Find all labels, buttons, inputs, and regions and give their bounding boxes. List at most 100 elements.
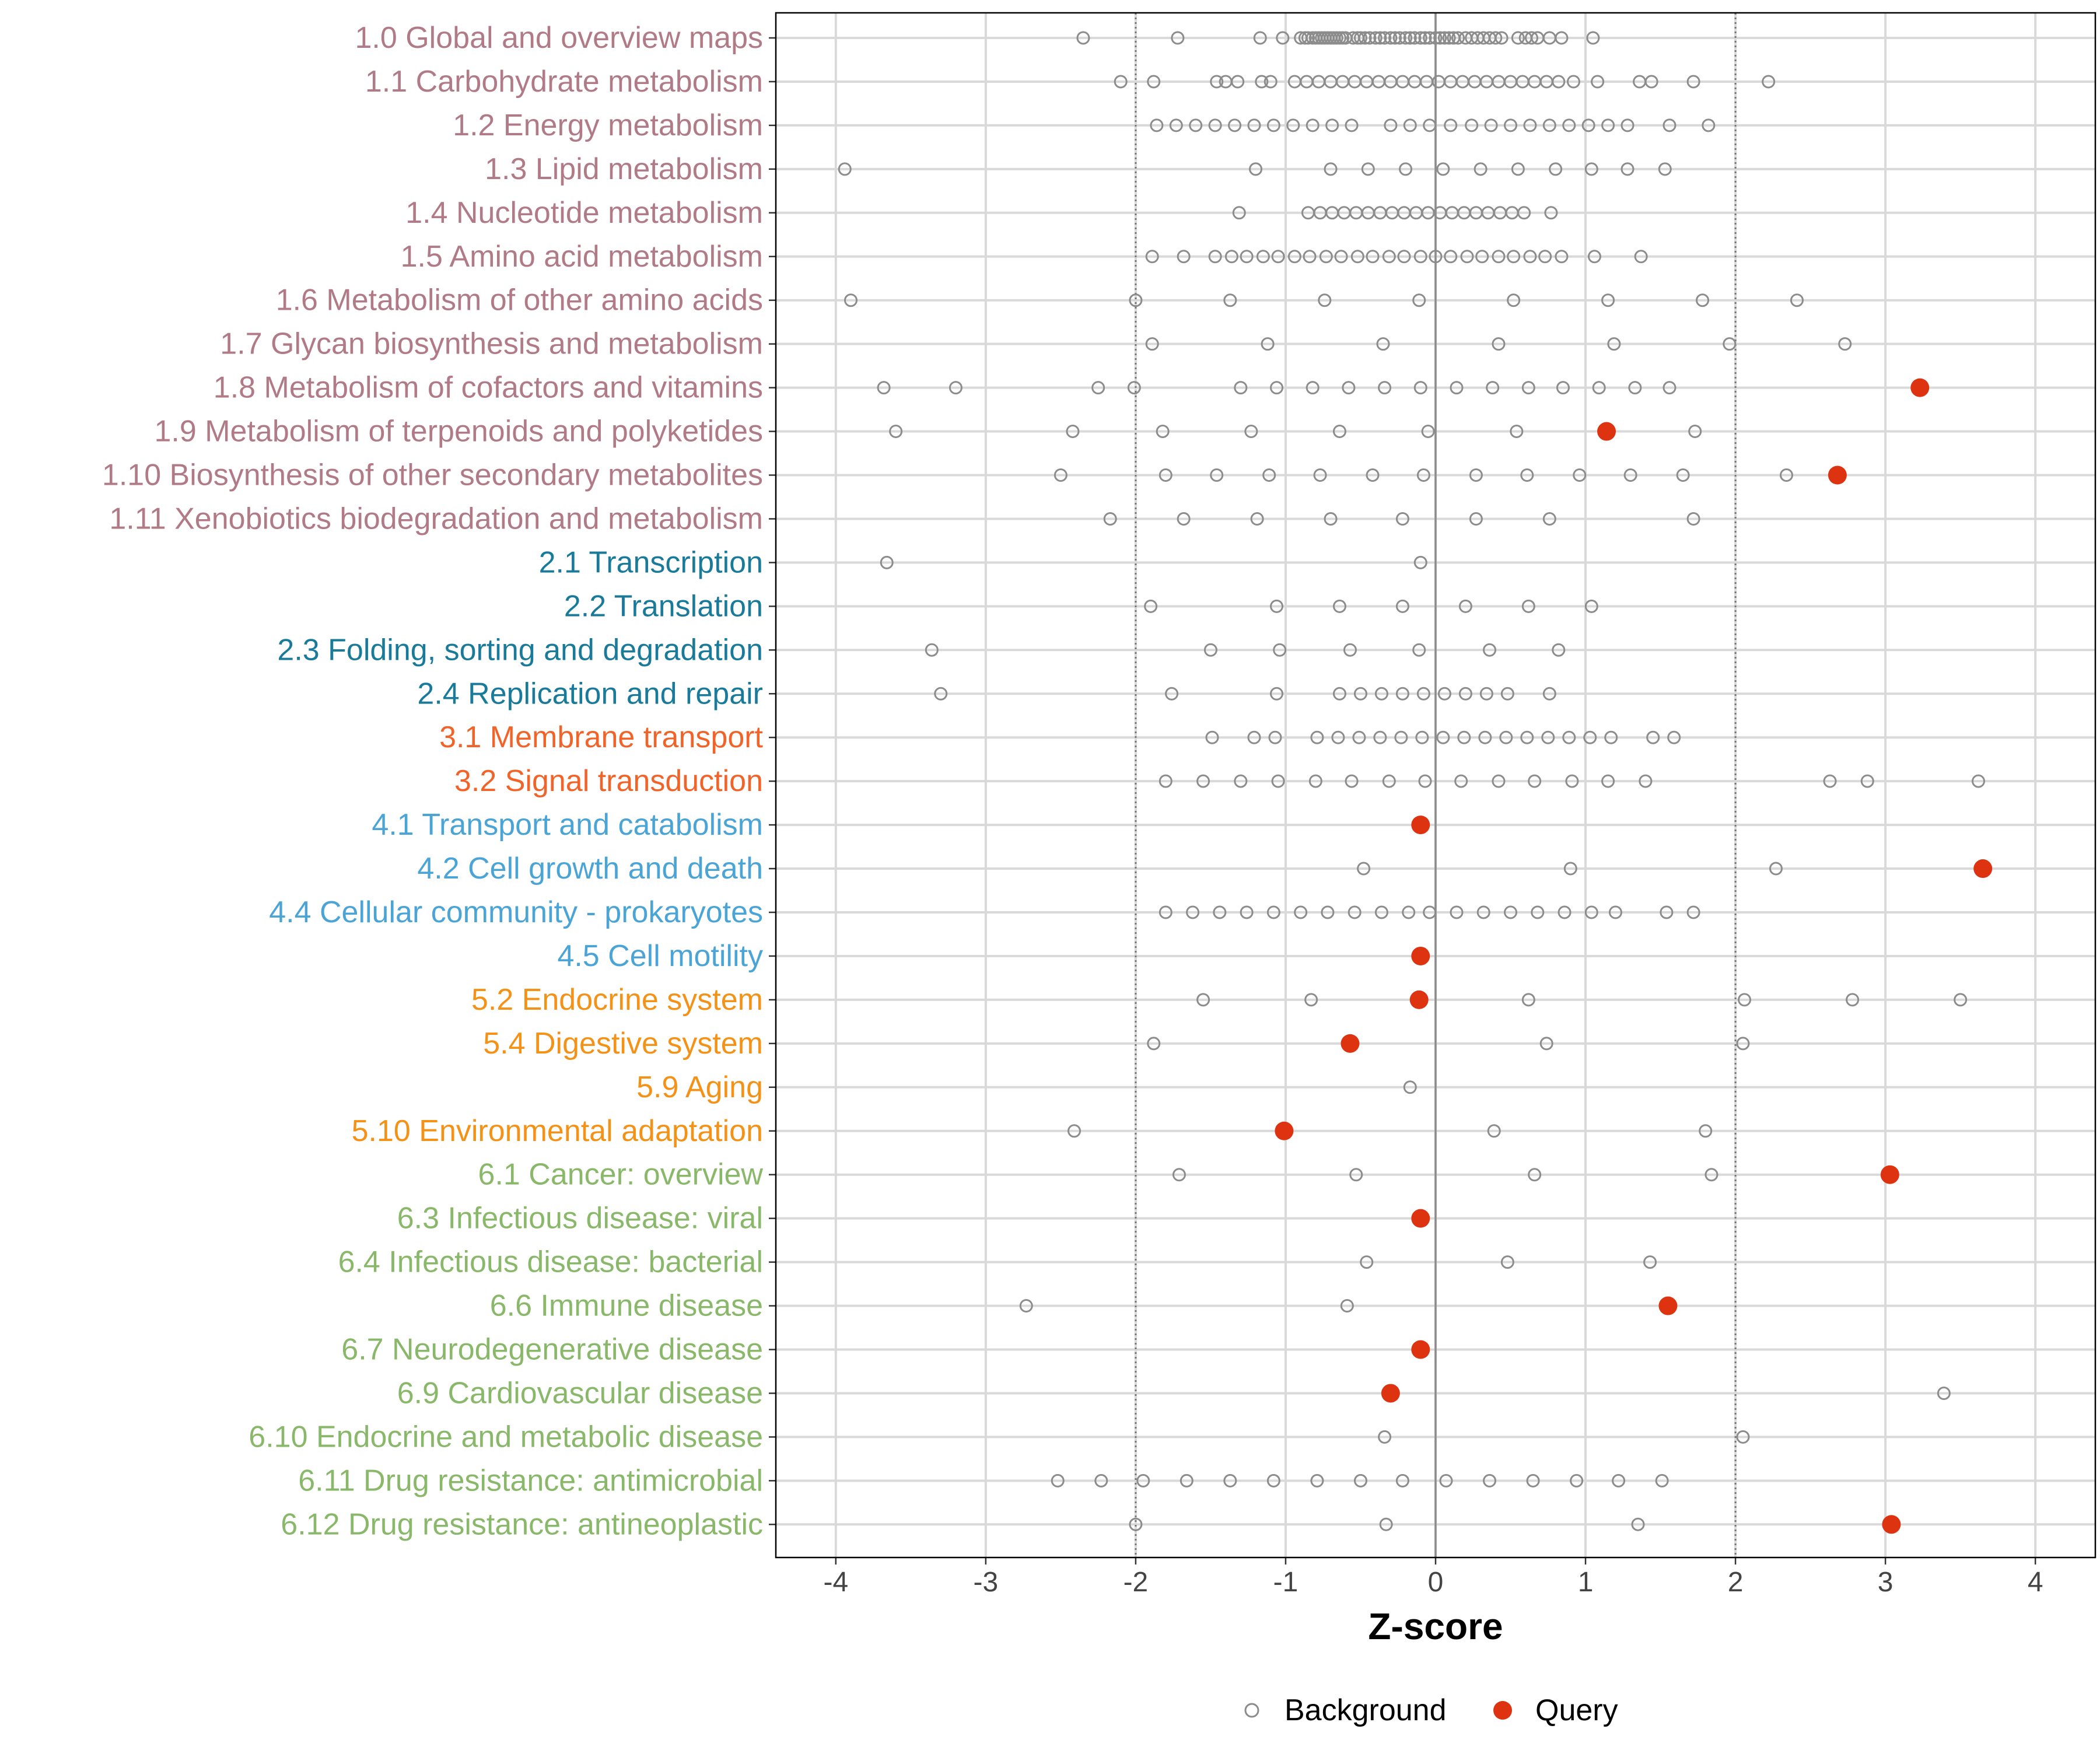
background-point — [1395, 599, 1409, 613]
category-label: 1.10 Biosynthesis of other secondary met… — [102, 459, 763, 492]
background-point — [1476, 905, 1490, 919]
category-label: 1.3 Lipid metabolism — [485, 152, 763, 186]
background-point — [1584, 162, 1598, 176]
legend-background-label: Background — [1284, 1693, 1447, 1727]
category-label: 6.12 Drug resistance: antineoplastic — [281, 1507, 763, 1541]
background-point — [1838, 337, 1852, 351]
category-label: 5.2 Endocrine system — [471, 983, 763, 1017]
background-point — [1103, 512, 1117, 526]
background-point — [1268, 730, 1282, 744]
background-point — [1517, 206, 1531, 220]
background-point — [1196, 993, 1210, 1007]
background-point — [1704, 1168, 1718, 1182]
category-label: 1.11 Xenobiotics biodegradation and meta… — [109, 502, 763, 536]
background-point — [1612, 1474, 1626, 1488]
background-point — [1413, 31, 1427, 45]
background-point — [1507, 250, 1521, 264]
background-point — [1172, 1168, 1186, 1182]
background-point — [1324, 162, 1338, 176]
background-point — [1646, 730, 1660, 744]
background-point — [1413, 555, 1427, 569]
background-point — [1158, 905, 1172, 919]
background-point — [1249, 162, 1263, 176]
background-point — [1240, 905, 1254, 919]
legend-background-key — [1244, 1703, 1259, 1718]
background-point — [1145, 337, 1159, 351]
background-point — [1526, 1474, 1540, 1488]
query-point — [1910, 378, 1930, 397]
background-point — [1592, 381, 1606, 395]
category-label: 6.4 Infectious disease: bacterial — [338, 1245, 763, 1279]
background-point — [1415, 730, 1429, 744]
background-point — [1429, 31, 1443, 45]
category-label: 6.10 Endocrine and metabolic disease — [249, 1420, 763, 1454]
category-label: 3.2 Signal transduction — [454, 764, 763, 798]
background-point — [1458, 599, 1472, 613]
background-point — [1436, 162, 1450, 176]
background-point — [1271, 774, 1285, 788]
background-point — [1147, 1037, 1161, 1051]
background-point — [1688, 425, 1702, 439]
background-point — [1368, 31, 1382, 45]
background-point — [1423, 118, 1437, 132]
background-point — [1573, 468, 1587, 482]
x-tick-label: 1 — [1578, 1567, 1594, 1598]
background-point — [1205, 730, 1219, 744]
background-point — [1478, 730, 1492, 744]
category-label: 1.4 Nucleotide metabolism — [405, 196, 763, 230]
background-point — [1442, 31, 1456, 45]
category-label: 5.9 Aging — [636, 1070, 763, 1104]
background-point — [1129, 1517, 1143, 1531]
background-point — [1423, 31, 1437, 45]
background-point — [1601, 293, 1615, 307]
background-point — [1484, 118, 1498, 132]
background-point — [1563, 862, 1577, 876]
background-point — [1562, 118, 1576, 132]
background-point — [1208, 250, 1222, 264]
background-point — [1507, 293, 1521, 307]
background-point — [1604, 730, 1618, 744]
background-point — [1366, 250, 1380, 264]
background-point — [1587, 250, 1601, 264]
background-point — [1418, 31, 1432, 45]
background-point — [1762, 75, 1776, 89]
background-point — [1676, 468, 1690, 482]
category-label: 1.7 Glycan biosynthesis and metabolism — [220, 327, 763, 361]
background-point — [1357, 862, 1371, 876]
background-point — [1156, 425, 1170, 439]
background-point — [1158, 774, 1172, 788]
background-point — [1019, 1299, 1033, 1313]
category-label: 6.9 Cardiovascular disease — [397, 1376, 763, 1410]
background-point — [1538, 250, 1552, 264]
category-label: 2.2 Translation — [564, 589, 763, 623]
background-point — [1228, 118, 1242, 132]
background-point — [1321, 905, 1335, 919]
background-point — [1412, 293, 1426, 307]
background-point — [1444, 250, 1458, 264]
background-point — [1450, 905, 1464, 919]
category-label: 1.0 Global and overview maps — [355, 21, 764, 55]
background-point — [1403, 118, 1417, 132]
background-point — [1340, 1299, 1354, 1313]
background-point — [1429, 250, 1443, 264]
background-point — [1489, 31, 1503, 45]
background-point — [1465, 118, 1479, 132]
background-point — [1528, 1168, 1542, 1182]
category-label: 5.4 Digestive system — [483, 1027, 763, 1060]
category-label: 1.2 Energy metabolism — [453, 108, 763, 142]
query-point — [1411, 1340, 1430, 1359]
category-label: 1.8 Metabolism of cofactors and vitamins — [214, 371, 763, 405]
background-point — [1255, 75, 1269, 89]
background-point — [1474, 162, 1488, 176]
background-point — [1271, 250, 1285, 264]
background-point — [1628, 381, 1642, 395]
background-point — [1686, 905, 1700, 919]
query-point — [1381, 1384, 1400, 1403]
background-point — [1623, 468, 1637, 482]
background-point — [1256, 250, 1270, 264]
background-point — [1444, 118, 1458, 132]
background-point — [1523, 250, 1537, 264]
background-point — [1186, 905, 1200, 919]
background-point — [1486, 381, 1500, 395]
background-point — [1203, 643, 1217, 657]
